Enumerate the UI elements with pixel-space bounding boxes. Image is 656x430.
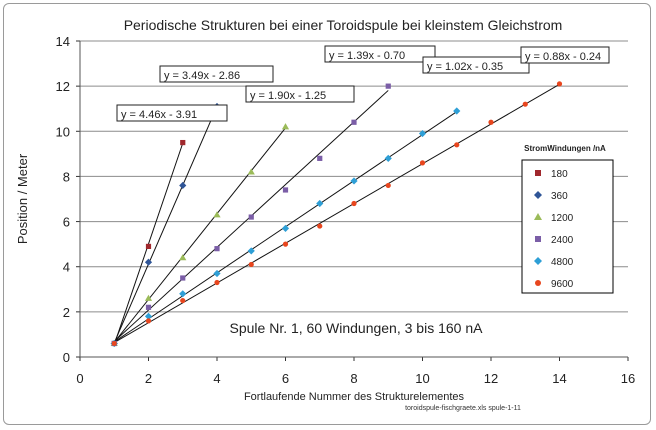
- x-axis-label: Fortlaufende Nummer des Strukturelemente…: [244, 391, 465, 403]
- trendline-9600: [113, 83, 560, 343]
- axes: [76, 40, 629, 361]
- point-9600: [419, 160, 426, 166]
- legend-marker-2400: [535, 236, 541, 242]
- point-360: [144, 258, 153, 266]
- trendline-1200: [113, 127, 286, 343]
- point-2400: [351, 119, 357, 125]
- point-4800: [281, 224, 290, 232]
- point-4800: [384, 154, 392, 162]
- y-tick-label: 4: [63, 260, 70, 275]
- y-tick-label: 6: [63, 215, 70, 230]
- point-180: [180, 139, 186, 146]
- point-2400: [248, 214, 254, 220]
- point-1200: [281, 123, 290, 130]
- point-4800: [350, 177, 358, 185]
- x-tick-label: 0: [76, 371, 83, 386]
- point-2400: [214, 246, 220, 252]
- trendline-360: [113, 106, 218, 343]
- point-2400: [145, 304, 152, 310]
- legend: StromWindungen /nA 180 360 1200 2400 4800 960…: [521, 144, 614, 294]
- point-9600: [180, 297, 186, 304]
- point-9600: [351, 200, 357, 207]
- y-tick-label: 14: [56, 34, 70, 49]
- equation-box-4800: [422, 56, 530, 74]
- point-9600: [248, 261, 254, 268]
- point-4800: [247, 247, 255, 255]
- legend-label-360: 360: [551, 191, 568, 202]
- legend-marker-360: [534, 191, 542, 199]
- equation-labels: y = 4.46x - 3.91 y = 3.49x - 2.86 y = 1.90…: [116, 45, 610, 122]
- legend-marker-9600: [535, 280, 541, 286]
- equation-box-9600: [520, 46, 610, 64]
- legend-label-180: 180: [551, 169, 568, 180]
- y-tick-label: 10: [56, 124, 70, 139]
- legend-marker-1200: [534, 213, 542, 220]
- point-2400: [282, 187, 289, 193]
- point-4800: [316, 199, 324, 208]
- point-4800: [213, 269, 221, 278]
- y-tick-label: 0: [63, 350, 70, 365]
- point-180: [145, 243, 152, 249]
- legend-label-4800: 4800: [551, 257, 574, 268]
- chart-title: Periodische Strukturen bei einer Toroids…: [124, 17, 563, 33]
- x-tick-label: 12: [484, 371, 498, 386]
- point-1200: [247, 168, 255, 175]
- legend-marker-180: [535, 170, 541, 176]
- annotation-text: Spule Nr. 1, 60 Windungen, 3 bis 160 nA: [230, 320, 484, 336]
- point-1200: [179, 254, 187, 261]
- equation-label-180: y = 4.46x - 3.91: [121, 109, 197, 121]
- equation-label-9600: y = 0.88x - 0.24: [525, 51, 601, 63]
- point-9600: [317, 223, 323, 229]
- x-tick-label: 8: [350, 371, 357, 386]
- x-tick-label: 14: [552, 371, 566, 386]
- tick-labels: 0 2 4 6 8 10 12 14 0 2 4 6 8 10 12 14 16: [56, 34, 636, 386]
- equation-label-2400: y = 1.39x - 0.70: [329, 50, 405, 62]
- point-9600: [214, 279, 220, 286]
- y-tick-label: 8: [63, 169, 70, 184]
- equation-box-2400: [324, 45, 436, 63]
- x-tick-label: 16: [621, 371, 635, 386]
- y-tick-label: 12: [56, 79, 70, 94]
- equation-box-180: [116, 104, 228, 122]
- point-1200: [144, 294, 153, 301]
- x-tick-label: 2: [145, 371, 152, 386]
- x-tick-label: 6: [282, 371, 289, 386]
- y-tick-label: 2: [63, 305, 70, 320]
- legend-label-9600: 9600: [551, 279, 574, 290]
- data-markers: [110, 81, 563, 348]
- point-9600: [454, 142, 460, 148]
- point-2400: [180, 275, 186, 281]
- legend-box: [521, 159, 614, 294]
- point-9600: [385, 182, 391, 189]
- legend-title: StromWindungen /nA: [524, 144, 606, 153]
- point-2400: [385, 83, 391, 89]
- x-tick-label: 4: [213, 371, 220, 386]
- point-4800: [144, 312, 153, 320]
- point-360: [179, 181, 187, 190]
- equation-box-360: [159, 65, 274, 83]
- point-4800: [418, 129, 427, 138]
- point-2400: [317, 155, 323, 161]
- equation-label-1200: y = 1.90x - 1.25: [250, 90, 326, 102]
- point-9600: [522, 101, 528, 107]
- equation-label-4800: y = 1.02x - 0.35: [427, 61, 503, 73]
- legend-label-2400: 2400: [551, 235, 574, 246]
- point-9600: [282, 241, 289, 247]
- equation-label-360: y = 3.49x - 2.86: [164, 70, 240, 82]
- equation-box-1200: [245, 85, 355, 103]
- point-9600: [111, 340, 117, 347]
- legend-label-1200: 1200: [551, 213, 574, 224]
- y-axis-label: Position / Meter: [15, 153, 30, 244]
- footnote: toroidspule-fischgraete.xls spule-1-11: [405, 405, 521, 412]
- point-4800: [453, 107, 461, 115]
- point-9600: [488, 119, 494, 125]
- point-9600: [145, 318, 152, 324]
- point-4800: [179, 290, 187, 298]
- point-1200: [213, 211, 221, 218]
- x-tick-label: 10: [415, 371, 429, 386]
- point-9600: [556, 81, 563, 87]
- legend-marker-4800: [534, 257, 542, 265]
